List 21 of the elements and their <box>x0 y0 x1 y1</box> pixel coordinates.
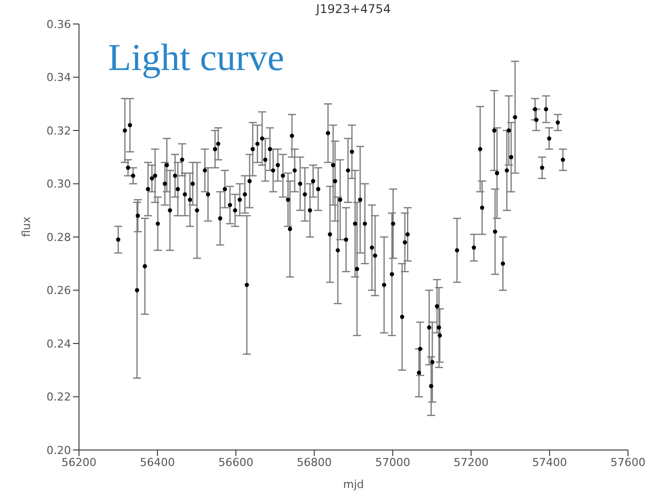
chart-title: J1923+4754 <box>314 2 392 16</box>
y-tick-label: 0.32 <box>46 124 71 138</box>
y-tick-label: 0.30 <box>46 178 71 191</box>
x-axis-title: mjd <box>343 478 364 491</box>
y-tick-label: 0.22 <box>46 390 71 404</box>
x-tick-label: 57400 <box>532 456 568 469</box>
x-tick-label: 57600 <box>610 456 646 469</box>
annotation: Light curve <box>108 36 284 80</box>
y-tick-label: 0.34 <box>46 71 71 84</box>
x-tick-label: 56800 <box>296 456 332 469</box>
y-tick-label: 0.28 <box>46 230 71 244</box>
x-tick-label: 57200 <box>454 456 489 469</box>
x-tick-label: 56200 <box>62 456 96 469</box>
y-axis-title: flux <box>20 216 33 237</box>
y-tick-label: 0.24 <box>46 337 71 350</box>
x-tick-label: 56600 <box>218 456 254 469</box>
x-tick-label: 56400 <box>140 456 175 469</box>
x-tick-label: 57000 <box>375 456 410 469</box>
y-tick-label: 0.26 <box>46 284 71 298</box>
y-tick-label: 0.20 <box>46 444 71 457</box>
y-tick-label: 0.36 <box>46 18 71 31</box>
